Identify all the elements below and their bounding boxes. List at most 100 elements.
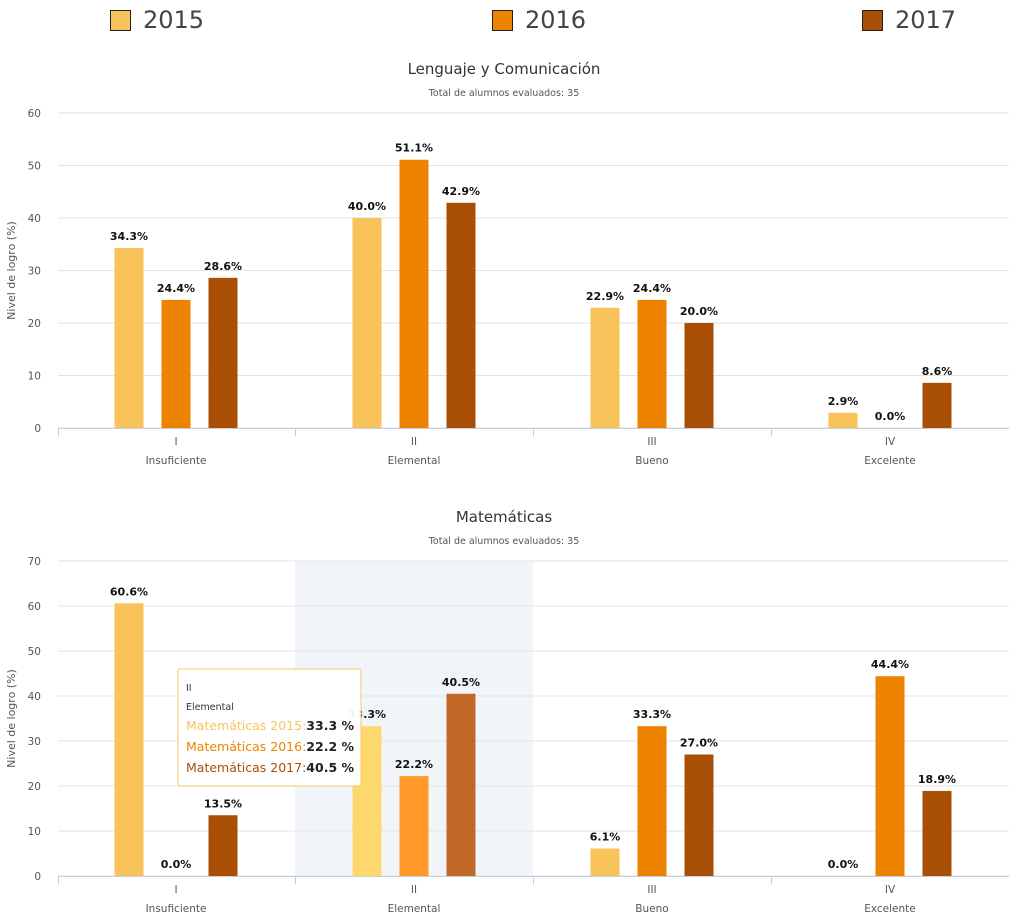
data-label: 13.5% <box>204 797 242 810</box>
tooltip-value: 22.2 % <box>306 739 354 754</box>
bar-2016-excelente <box>875 676 905 876</box>
bar-2016-insuficiente <box>161 299 191 428</box>
data-label: 8.6% <box>922 365 953 378</box>
bar-2017-elemental <box>446 693 476 876</box>
data-label: 24.4% <box>157 282 195 295</box>
x-category-roman: II <box>411 436 417 448</box>
legend-label-2017: 2017 <box>895 6 957 34</box>
tooltip-series-label: Matemáticas 2015: <box>186 718 306 733</box>
data-label: 2.9% <box>828 395 859 408</box>
x-category-roman: I <box>174 436 177 448</box>
chart-subtitle: Total de alumnos evaluados: 35 <box>428 536 580 547</box>
bar-2016-bueno <box>637 726 667 876</box>
tooltip-series-label: Matemáticas 2017: <box>186 760 306 775</box>
bar-2015-excelente <box>828 412 858 428</box>
data-label: 0.0% <box>875 410 906 423</box>
x-category-roman: I <box>174 884 177 896</box>
legend: 2015 2016 2017 <box>0 0 1009 42</box>
y-tick-label: 40 <box>28 691 41 703</box>
bar-2015-elemental <box>352 218 382 428</box>
legend-swatch-2015 <box>110 9 131 31</box>
y-tick-label: 50 <box>28 161 41 173</box>
legend-item-2017[interactable]: 2017 <box>862 6 956 34</box>
chart-title: Matemáticas <box>456 508 553 526</box>
y-tick-label: 10 <box>28 371 41 383</box>
data-label: 22.2% <box>395 758 433 771</box>
x-category-roman: IV <box>885 436 896 448</box>
x-category-roman: IV <box>885 884 896 896</box>
data-label: 18.9% <box>918 773 956 786</box>
bar-2017-bueno <box>684 754 714 876</box>
x-category-name: Bueno <box>635 903 668 915</box>
data-label: 51.1% <box>395 142 433 155</box>
y-axis-label: Nivel de logro (%) <box>5 221 18 320</box>
legend-swatch-2016 <box>492 9 513 31</box>
bar-2017-insuficiente <box>208 277 238 428</box>
y-tick-label: 20 <box>28 318 41 330</box>
y-tick-label: 30 <box>28 736 41 748</box>
y-tick-label: 0 <box>34 423 41 435</box>
y-tick-label: 20 <box>28 781 41 793</box>
bar-2015-insuficiente <box>114 247 144 428</box>
x-category-roman: II <box>411 884 417 896</box>
data-label: 24.4% <box>633 282 671 295</box>
legend-item-2015[interactable]: 2015 <box>110 6 204 34</box>
tooltip-line1: II <box>186 683 192 694</box>
chart-title: Lenguaje y Comunicación <box>408 60 601 78</box>
legend-label-2016: 2016 <box>525 6 587 34</box>
data-label: 28.6% <box>204 260 242 273</box>
data-label: 60.6% <box>110 585 148 598</box>
data-label: 40.0% <box>348 200 386 213</box>
y-tick-label: 50 <box>28 646 41 658</box>
data-label: 0.0% <box>828 858 859 871</box>
tooltip-line2: Elemental <box>186 702 234 713</box>
y-tick-label: 30 <box>28 266 41 278</box>
data-label: 40.5% <box>442 676 480 689</box>
data-label: 0.0% <box>161 858 192 871</box>
tooltip-value: 33.3 % <box>306 718 354 733</box>
legend-item-2016[interactable]: 2016 <box>492 6 586 34</box>
bar-2015-bueno <box>590 848 620 876</box>
bar-2017-elemental <box>446 202 476 428</box>
x-category-name: Insuficiente <box>146 903 207 915</box>
x-category-name: Bueno <box>635 455 668 467</box>
x-category-name: Excelente <box>864 903 916 915</box>
x-category-roman: III <box>647 884 656 896</box>
bar-2015-insuficiente <box>114 603 144 876</box>
bar-2016-elemental <box>399 776 429 876</box>
x-category-name: Elemental <box>388 903 441 915</box>
data-label: 27.0% <box>680 737 718 750</box>
bar-2016-bueno <box>637 299 667 428</box>
data-label: 20.0% <box>680 305 718 318</box>
x-category-name: Insuficiente <box>146 455 207 467</box>
chart-subtitle: Total de alumnos evaluados: 35 <box>428 88 580 99</box>
y-axis-label: Nivel de logro (%) <box>5 669 18 768</box>
bar-2017-excelente <box>922 382 952 428</box>
data-label: 6.1% <box>590 831 621 844</box>
data-label: 44.4% <box>871 658 909 671</box>
data-label: 33.3% <box>633 708 671 721</box>
legend-swatch-2017 <box>862 9 883 31</box>
bar-2015-bueno <box>590 307 620 428</box>
y-tick-label: 10 <box>28 826 41 838</box>
x-category-name: Excelente <box>864 455 916 467</box>
bar-2017-bueno <box>684 323 714 428</box>
bar-2016-elemental <box>399 159 429 428</box>
tooltip-value: 40.5 % <box>306 760 354 775</box>
bar-2017-insuficiente <box>208 815 238 876</box>
bar-2017-excelente <box>922 790 952 876</box>
legend-label-2015: 2015 <box>143 6 205 34</box>
x-category-name: Elemental <box>388 455 441 467</box>
y-tick-label: 40 <box>28 213 41 225</box>
y-tick-label: 60 <box>28 601 41 613</box>
y-tick-label: 70 <box>28 556 41 568</box>
data-label: 22.9% <box>586 290 624 303</box>
y-tick-label: 0 <box>34 871 41 883</box>
tooltip <box>177 668 362 787</box>
data-label: 42.9% <box>442 185 480 198</box>
tooltip-series-label: Matemáticas 2016: <box>186 739 306 754</box>
data-label: 34.3% <box>110 230 148 243</box>
x-category-roman: III <box>647 436 656 448</box>
y-tick-label: 60 <box>28 108 41 120</box>
